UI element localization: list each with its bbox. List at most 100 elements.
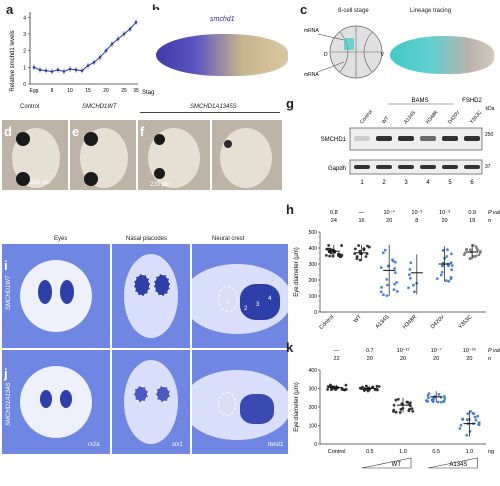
category-label: 1.0 bbox=[399, 449, 407, 455]
data-point bbox=[44, 69, 48, 72]
n-value: 16 bbox=[358, 218, 364, 224]
lane-number: 2 bbox=[382, 180, 386, 186]
crest-stream-2: 2 bbox=[244, 306, 248, 312]
mrna-label: mRNA bbox=[304, 28, 319, 34]
data-point bbox=[461, 417, 465, 421]
wt-column-label: SMCHD1WT bbox=[82, 104, 117, 110]
n-value: 24 bbox=[331, 218, 337, 224]
data-point bbox=[358, 258, 362, 262]
data-point bbox=[340, 388, 344, 391]
data-point bbox=[340, 244, 344, 247]
n-value: 20 bbox=[466, 356, 472, 362]
axis-label-y: Eye diameter (μm) bbox=[294, 382, 300, 431]
data-point bbox=[353, 252, 357, 255]
data-point bbox=[74, 68, 78, 72]
data-point bbox=[385, 283, 389, 287]
col-nasal-label: Nasal placodes bbox=[126, 236, 168, 242]
data-point bbox=[435, 277, 439, 281]
data-point bbox=[405, 400, 409, 404]
panel-label-e: e bbox=[72, 124, 80, 139]
marker-rx2a: rx2a bbox=[88, 442, 100, 448]
data-point bbox=[394, 410, 398, 414]
col-eyes-label: Eyes bbox=[54, 236, 68, 242]
western-blot: Control WT A134S H348R D420V Y353C BAMS FSHD2… bbox=[321, 98, 495, 186]
data-point bbox=[477, 421, 481, 424]
y-tick-label: 100 bbox=[309, 294, 318, 300]
eye-distance-label: 233 μm bbox=[150, 182, 171, 188]
data-point bbox=[458, 427, 462, 430]
stage-title: 8-cell stage bbox=[338, 8, 369, 14]
y-tick-label: 2 bbox=[23, 49, 26, 55]
eight-cell-diagram: mRNA mRNA D V bbox=[304, 25, 384, 79]
data-point bbox=[327, 243, 331, 247]
bams-label: BAMS bbox=[411, 98, 428, 104]
dose-ramp-wt bbox=[361, 457, 412, 469]
data-point bbox=[450, 264, 454, 267]
y-tick-label: 0 bbox=[23, 82, 26, 88]
mw-marker: 250 bbox=[485, 132, 494, 138]
data-point bbox=[473, 415, 477, 419]
data-point bbox=[443, 397, 447, 401]
gapdh-band bbox=[398, 165, 414, 169]
n-value: 20 bbox=[433, 356, 439, 362]
lane-label: Y353C bbox=[469, 109, 484, 125]
p-value-label: P value bbox=[488, 210, 500, 216]
data-point bbox=[377, 385, 381, 388]
fshd2-label: FSHD2 bbox=[462, 98, 482, 104]
data-point bbox=[344, 383, 348, 387]
data-point bbox=[393, 267, 397, 270]
n-value: 20 bbox=[441, 218, 447, 224]
data-point bbox=[393, 271, 397, 275]
gapdh-band bbox=[376, 165, 392, 169]
data-point bbox=[358, 249, 362, 253]
data-point bbox=[393, 282, 397, 286]
marker-twist1: twist1 bbox=[268, 442, 284, 448]
p-value: 0.9 bbox=[468, 210, 476, 216]
data-point bbox=[32, 66, 36, 69]
data-point bbox=[465, 248, 469, 251]
n-value: 19 bbox=[469, 218, 475, 224]
data-point bbox=[56, 68, 60, 72]
gapdh-band bbox=[354, 165, 370, 169]
category-label: WT bbox=[353, 314, 364, 325]
category-label: Y353C bbox=[457, 314, 473, 330]
data-point bbox=[426, 400, 430, 403]
data-point bbox=[449, 252, 453, 256]
data-point bbox=[80, 69, 84, 72]
x-tick-label: 20 bbox=[103, 88, 109, 94]
data-point bbox=[393, 260, 397, 264]
data-point bbox=[459, 423, 463, 427]
unit-label: ng bbox=[488, 449, 494, 455]
lane-label: H348R bbox=[425, 109, 440, 125]
x-tick-label: 10 bbox=[67, 88, 73, 94]
data-point bbox=[324, 253, 328, 257]
p-value: 10⁻⁷ bbox=[431, 347, 442, 354]
eye-distance-label: 338 μm bbox=[30, 180, 51, 186]
panel-label-a: a bbox=[6, 2, 14, 17]
panel-j-eyes: rx2a bbox=[2, 350, 110, 454]
smchd1-band bbox=[354, 136, 370, 141]
data-point bbox=[430, 398, 434, 402]
data-point bbox=[440, 270, 444, 274]
data-point bbox=[468, 257, 472, 261]
col-crest-label: Neural crest bbox=[212, 236, 245, 242]
data-point bbox=[408, 407, 411, 411]
panel-label-k: k bbox=[286, 340, 294, 355]
data-point bbox=[439, 273, 443, 277]
y-tick-label: 100 bbox=[309, 424, 318, 430]
data-point bbox=[449, 261, 453, 264]
data-point bbox=[476, 414, 480, 418]
data-point bbox=[98, 56, 102, 59]
p-value: 10⁻³ bbox=[439, 210, 450, 216]
data-point bbox=[92, 61, 96, 64]
smchd1-band bbox=[398, 136, 414, 141]
category-label: 0.5 bbox=[432, 449, 440, 455]
smchd1-band bbox=[420, 136, 436, 141]
data-point bbox=[407, 273, 411, 277]
category-label: A134S bbox=[375, 314, 391, 330]
y-tick-label: 0 bbox=[314, 442, 317, 448]
axis-label-x: Stage bbox=[142, 90, 154, 96]
data-point bbox=[329, 251, 333, 255]
lineage-tracing-image bbox=[384, 16, 498, 88]
axis-label-y: Eye diameter (μm) bbox=[294, 247, 300, 296]
